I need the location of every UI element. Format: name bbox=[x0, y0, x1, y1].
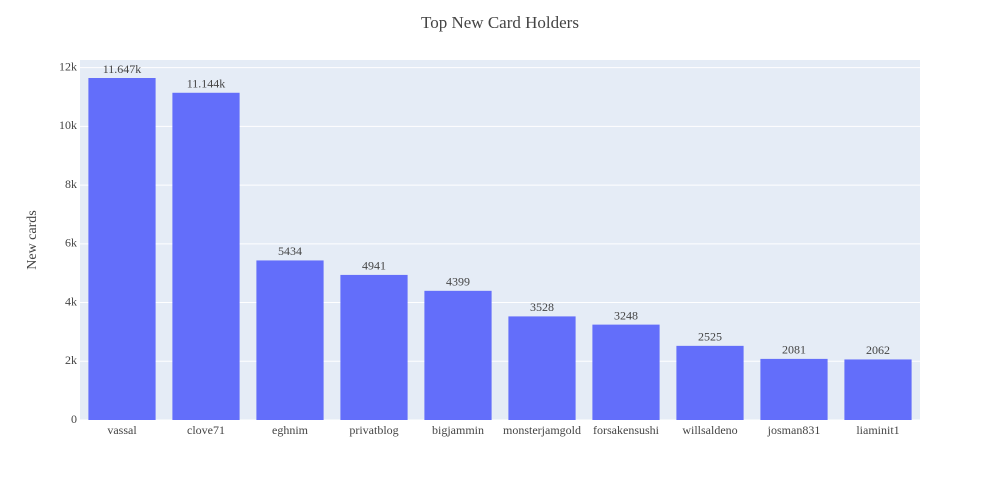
data-label: 2081 bbox=[782, 343, 806, 357]
bar bbox=[424, 290, 492, 420]
x-tick-label: willsaldeno bbox=[682, 423, 737, 437]
data-label: 4399 bbox=[446, 275, 470, 289]
bar bbox=[340, 274, 408, 420]
data-label: 5434 bbox=[278, 244, 302, 258]
y-tick-label: 2k bbox=[65, 353, 77, 367]
data-label: 11.144k bbox=[187, 77, 226, 91]
bar bbox=[760, 358, 828, 420]
x-tick-label: vassal bbox=[107, 423, 137, 437]
bar bbox=[256, 260, 324, 420]
bar bbox=[844, 359, 912, 420]
x-tick-label: liaminit1 bbox=[856, 423, 899, 437]
x-tick-label: privatblog bbox=[349, 423, 398, 437]
x-tick-label: clove71 bbox=[187, 423, 225, 437]
y-tick-label: 6k bbox=[65, 236, 77, 250]
data-label: 2062 bbox=[866, 343, 890, 357]
y-tick-label: 4k bbox=[65, 294, 77, 308]
bar bbox=[592, 324, 660, 420]
y-tick-label: 10k bbox=[59, 118, 77, 132]
chart-title: Top New Card Holders bbox=[421, 13, 579, 32]
x-tick-label: josman831 bbox=[767, 423, 821, 437]
data-label: 3528 bbox=[530, 300, 554, 314]
x-tick-label: bigjammin bbox=[432, 423, 484, 437]
data-label: 3248 bbox=[614, 308, 638, 322]
y-tick-label: 8k bbox=[65, 177, 77, 191]
data-label: 2525 bbox=[698, 330, 722, 344]
data-label: 4941 bbox=[362, 259, 386, 273]
bar bbox=[172, 92, 240, 420]
x-tick-label: forsakensushi bbox=[593, 423, 660, 437]
data-label: 11.647k bbox=[103, 62, 142, 76]
bar bbox=[508, 316, 576, 420]
bar bbox=[676, 345, 744, 420]
bar bbox=[88, 78, 156, 420]
y-axis-title: New cards bbox=[25, 210, 40, 269]
y-tick-label: 0 bbox=[71, 412, 77, 426]
y-tick-label: 12k bbox=[59, 59, 77, 73]
x-tick-label: monsterjamgold bbox=[503, 423, 581, 437]
x-tick-label: eghnim bbox=[272, 423, 309, 437]
